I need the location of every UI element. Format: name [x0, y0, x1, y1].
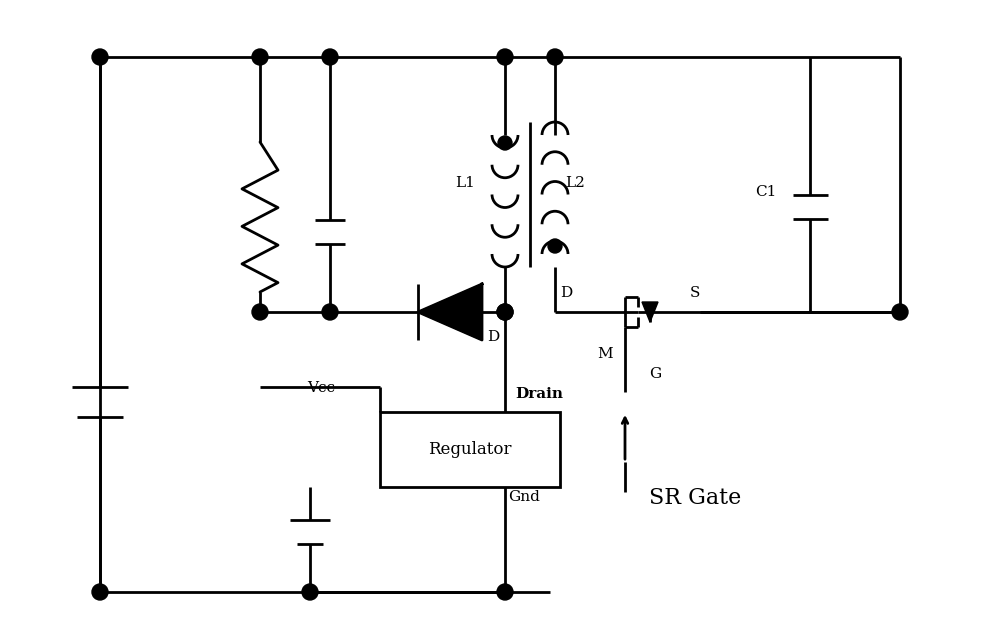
- Circle shape: [892, 304, 908, 320]
- Text: Regulator: Regulator: [428, 441, 512, 458]
- Circle shape: [322, 304, 338, 320]
- Text: C1: C1: [755, 185, 776, 199]
- Circle shape: [497, 304, 513, 320]
- Text: G: G: [649, 367, 661, 381]
- Text: S: S: [690, 286, 700, 300]
- Text: D: D: [560, 286, 572, 300]
- Circle shape: [322, 49, 338, 65]
- FancyBboxPatch shape: [380, 412, 560, 487]
- Circle shape: [302, 584, 318, 600]
- Polygon shape: [418, 284, 482, 340]
- Circle shape: [92, 584, 108, 600]
- Text: Vcc: Vcc: [307, 381, 335, 395]
- Circle shape: [92, 49, 108, 65]
- Text: L2: L2: [565, 176, 585, 190]
- Polygon shape: [642, 302, 658, 322]
- Circle shape: [547, 49, 563, 65]
- Circle shape: [498, 136, 512, 150]
- Circle shape: [497, 49, 513, 65]
- Circle shape: [497, 584, 513, 600]
- Text: D: D: [487, 330, 499, 344]
- Text: Drain: Drain: [515, 387, 563, 401]
- Circle shape: [252, 304, 268, 320]
- Text: M: M: [597, 347, 613, 361]
- Text: Gnd: Gnd: [508, 490, 540, 504]
- Text: SR Gate: SR Gate: [649, 487, 741, 509]
- Circle shape: [497, 304, 513, 320]
- Circle shape: [252, 49, 268, 65]
- Circle shape: [548, 239, 562, 253]
- Text: L1: L1: [455, 176, 475, 190]
